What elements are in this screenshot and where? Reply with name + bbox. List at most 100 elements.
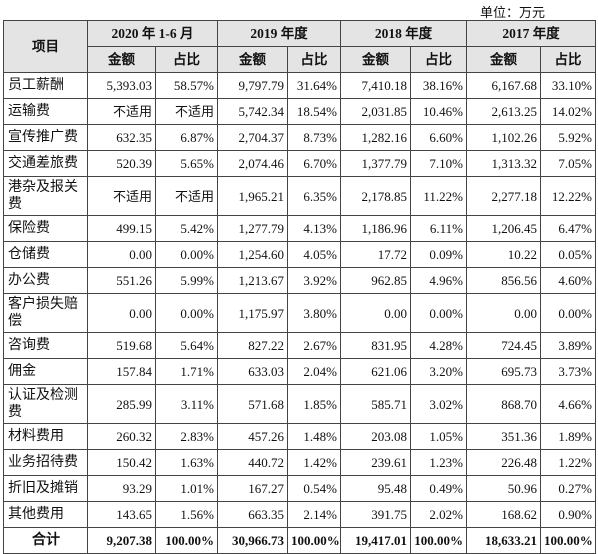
cell: 2.04% bbox=[287, 358, 341, 385]
subheader: 占比 bbox=[155, 46, 218, 73]
cell: 2,031.85 bbox=[340, 98, 411, 125]
data-row: 运输费 不适用 不适用 5,742.34 18.54% 2,031.85 10.46% 2,6… bbox=[3, 98, 596, 125]
total-cell: 100.00% bbox=[540, 527, 596, 554]
cell: 6,167.68 bbox=[466, 72, 541, 99]
cell: 0.00 bbox=[87, 241, 156, 268]
cell: 11.22% bbox=[410, 176, 467, 216]
cell: 457.26 bbox=[217, 423, 288, 450]
cell: 0.05% bbox=[540, 241, 596, 268]
data-row: 员工薪酬 5,393.03 58.57% 9,797.79 31.64% 7,410.18… bbox=[3, 72, 596, 99]
cell: 1,102.26 bbox=[466, 124, 541, 151]
cell: 10.22 bbox=[466, 241, 541, 268]
cell: 5.64% bbox=[155, 332, 218, 359]
cell: 6.70% bbox=[287, 150, 341, 177]
row-label: 交通差旅费 bbox=[3, 150, 88, 177]
cell: 0.00% bbox=[540, 293, 596, 333]
cell: 3.80% bbox=[287, 293, 341, 333]
cell: 18.54% bbox=[287, 98, 341, 125]
cell: 2,277.18 bbox=[466, 176, 541, 216]
row-label: 佣金 bbox=[3, 358, 88, 385]
total-cell: 100.00% bbox=[287, 527, 341, 554]
cell: 440.72 bbox=[217, 449, 288, 476]
item-header: 项目 bbox=[3, 20, 88, 73]
cell: 6.87% bbox=[155, 124, 218, 151]
row-label: 认证及检测费 bbox=[3, 384, 88, 424]
unit-label: 单位：万元 bbox=[480, 5, 546, 20]
cell: 33.10% bbox=[540, 72, 596, 99]
cell: 8.73% bbox=[287, 124, 341, 151]
total-row: 合计 9,207.38 100.00% 30,966.73 100.00% 19,417.… bbox=[3, 527, 596, 554]
cell: 10.46% bbox=[410, 98, 467, 125]
data-row: 保险费 499.15 5.42% 1,277.79 4.13% 1,186.96 6.11%… bbox=[3, 215, 596, 242]
cell: 2,613.25 bbox=[466, 98, 541, 125]
cell: 0.90% bbox=[540, 501, 596, 528]
cell: 5,742.34 bbox=[217, 98, 288, 125]
cell: 868.70 bbox=[466, 384, 541, 424]
cell: 14.02% bbox=[540, 98, 596, 125]
cell: 95.48 bbox=[340, 475, 411, 502]
cell: 1,965.21 bbox=[217, 176, 288, 216]
row-label: 宣传推广费 bbox=[3, 124, 88, 151]
cell: 1,313.32 bbox=[466, 150, 541, 177]
cell: 168.62 bbox=[466, 501, 541, 528]
cell: 9,797.79 bbox=[217, 72, 288, 99]
subheader: 金额 bbox=[340, 46, 411, 73]
cell: 1.22% bbox=[540, 449, 596, 476]
row-label: 折旧及摊销 bbox=[3, 475, 88, 502]
cell: 7.05% bbox=[540, 150, 596, 177]
row-label: 运输费 bbox=[3, 98, 88, 125]
total-cell: 19,417.01 bbox=[340, 527, 411, 554]
cell: 93.29 bbox=[87, 475, 156, 502]
cell: 50.96 bbox=[466, 475, 541, 502]
row-label: 仓储费 bbox=[3, 241, 88, 268]
cell: 0.00 bbox=[466, 293, 541, 333]
subheader: 金额 bbox=[87, 46, 156, 73]
cell: 1,282.16 bbox=[340, 124, 411, 151]
cell: 260.32 bbox=[87, 423, 156, 450]
header-row: 项目 2020 年 1-6 月 2019 年度 2018 年度 2017 年度 bbox=[3, 20, 596, 73]
cell: 724.45 bbox=[466, 332, 541, 359]
cell: 2.83% bbox=[155, 423, 218, 450]
cell: 不适用 bbox=[87, 176, 156, 216]
total-label: 合计 bbox=[3, 527, 88, 554]
cell: 0.00 bbox=[87, 293, 156, 333]
cell: 2,178.85 bbox=[340, 176, 411, 216]
cell: 167.27 bbox=[217, 475, 288, 502]
cell: 633.03 bbox=[217, 358, 288, 385]
cell: 831.95 bbox=[340, 332, 411, 359]
data-row: 交通差旅费 520.39 5.65% 2,074.46 6.70% 1,377.79 7.1… bbox=[3, 150, 596, 177]
cell: 12.22% bbox=[540, 176, 596, 216]
data-row: 认证及检测费 285.99 3.11% 571.68 1.85% 585.71 3.02% 8… bbox=[3, 384, 596, 424]
cell: 1,277.79 bbox=[217, 215, 288, 242]
cell: 3.20% bbox=[410, 358, 467, 385]
cell: 38.16% bbox=[410, 72, 467, 99]
cell: 226.48 bbox=[466, 449, 541, 476]
cell: 5.99% bbox=[155, 267, 218, 294]
cell: 4.28% bbox=[410, 332, 467, 359]
cell: 962.85 bbox=[340, 267, 411, 294]
cell: 1.01% bbox=[155, 475, 218, 502]
cell: 1.05% bbox=[410, 423, 467, 450]
cell: 2.67% bbox=[287, 332, 341, 359]
cell: 0.00% bbox=[155, 241, 218, 268]
cell: 1.23% bbox=[410, 449, 467, 476]
cell: 2,074.46 bbox=[217, 150, 288, 177]
cell: 1,175.97 bbox=[217, 293, 288, 333]
period-header: 2018 年度 bbox=[340, 20, 467, 47]
cell: 4.96% bbox=[410, 267, 467, 294]
cell: 2,704.37 bbox=[217, 124, 288, 151]
cell: 1.71% bbox=[155, 358, 218, 385]
subheader: 占比 bbox=[410, 46, 467, 73]
period-header: 2020 年 1-6 月 bbox=[87, 20, 218, 47]
cell: 239.61 bbox=[340, 449, 411, 476]
cell: 150.42 bbox=[87, 449, 156, 476]
cell: 17.72 bbox=[340, 241, 411, 268]
cell: 585.71 bbox=[340, 384, 411, 424]
subheader-row: 金额 占比 金额 占比 金额 占比 金额 占比 bbox=[4, 46, 596, 73]
cell: 499.15 bbox=[87, 215, 156, 242]
cell: 3.11% bbox=[155, 384, 218, 424]
subheader: 占比 bbox=[287, 46, 341, 73]
cell: 2.14% bbox=[287, 501, 341, 528]
cell: 1.85% bbox=[287, 384, 341, 424]
